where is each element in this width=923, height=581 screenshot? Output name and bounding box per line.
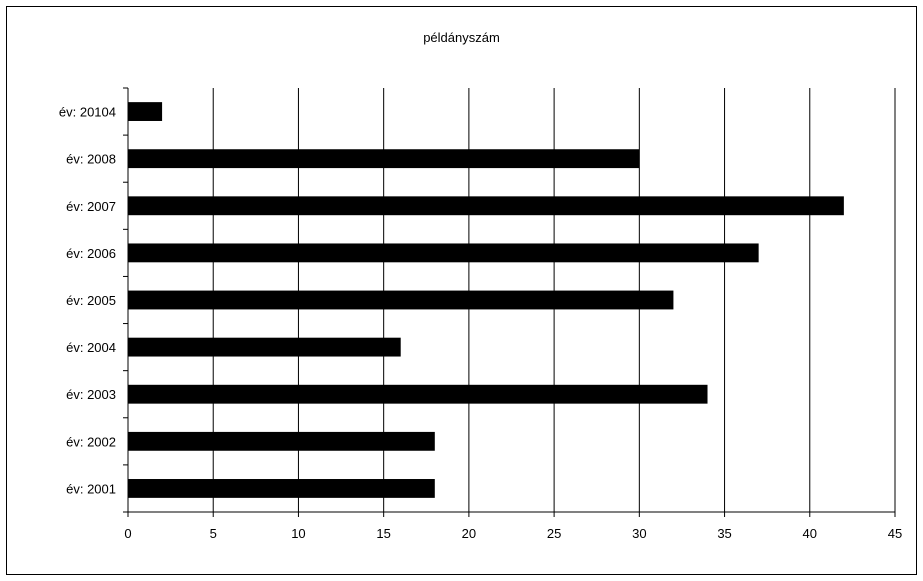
x-tick-label: 30: [632, 526, 646, 541]
bar: [128, 243, 759, 263]
category-label: év: 2001: [66, 481, 116, 496]
chart-title: példányszám: [423, 30, 500, 45]
x-tick-label: 40: [803, 526, 817, 541]
category-label: év: 2002: [66, 434, 116, 449]
category-label: év: 2005: [66, 293, 116, 308]
bar: [128, 149, 640, 169]
category-label: év: 2003: [66, 387, 116, 402]
x-tick-label: 10: [291, 526, 305, 541]
x-tick-labels: 0 5 10 15 20 25 30 35 40 45: [124, 526, 902, 541]
category-label: év: 2006: [66, 246, 116, 261]
category-label: év: 20104: [59, 105, 116, 120]
category-label: év: 2007: [66, 199, 116, 214]
axes: [123, 87, 896, 517]
x-tick-label: 0: [124, 526, 131, 541]
bar: [128, 102, 163, 121]
x-tick-label: 45: [888, 526, 902, 541]
category-labels: év: 2001 év: 2002 év: 2003 év: 2004 év: 2005…: [59, 105, 116, 497]
bars: [128, 102, 844, 498]
category-label: év: 2008: [66, 152, 116, 167]
bar: [128, 431, 435, 451]
bar: [128, 290, 674, 310]
bar: [128, 384, 708, 404]
bar: [128, 196, 844, 216]
x-tick-label: 15: [376, 526, 390, 541]
x-tick-label: 5: [210, 526, 217, 541]
x-tick-label: 25: [547, 526, 561, 541]
bar: [128, 337, 401, 357]
bar: [128, 479, 435, 498]
x-tick-label: 20: [462, 526, 476, 541]
x-tick-label: 35: [717, 526, 731, 541]
category-label: év: 2004: [66, 340, 116, 355]
